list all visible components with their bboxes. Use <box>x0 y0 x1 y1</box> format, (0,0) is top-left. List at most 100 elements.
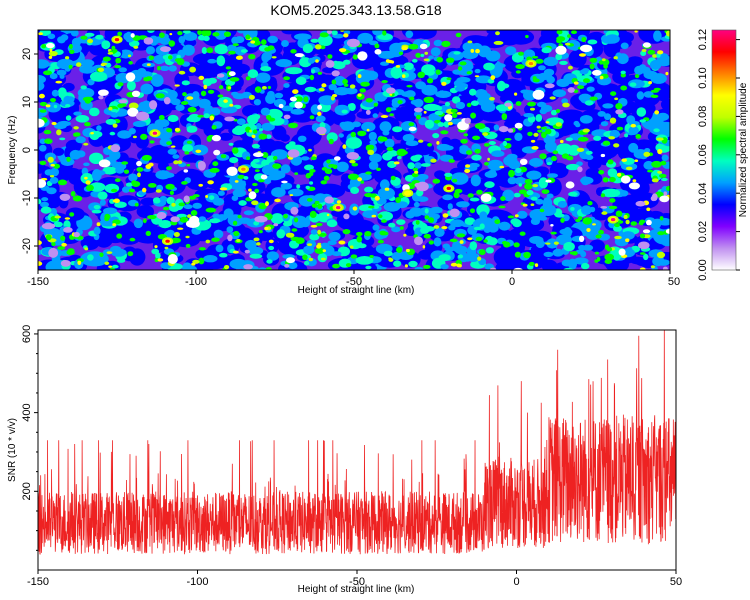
heatmap-cell <box>592 70 602 76</box>
heatmap-cell <box>472 136 480 140</box>
heatmap-cell <box>353 206 358 210</box>
heatmap-cell <box>94 205 101 209</box>
heatmap-cell <box>437 57 444 63</box>
heatmap-cell <box>179 36 186 44</box>
heatmap-cell <box>96 125 101 131</box>
heatmap-cell <box>286 233 295 238</box>
heatmap-cell <box>169 65 177 71</box>
heatmap-cell <box>553 249 564 257</box>
snr-panel: -150 -100 -50 0 50 200400600 Height of strai… <box>7 325 682 595</box>
heatmap-cell <box>182 144 193 152</box>
heatmap-cell <box>150 140 155 143</box>
heatmap-cell <box>228 51 236 55</box>
heatmap-cell <box>118 99 127 103</box>
heatmap-cell <box>311 69 315 73</box>
heatmap-cell <box>271 187 286 197</box>
heatmap-cell <box>391 66 403 78</box>
heatmap-cell <box>615 103 622 109</box>
heatmap-cell <box>133 136 137 139</box>
heatmap-cell <box>574 82 579 85</box>
heatmap-cell <box>203 85 207 89</box>
heatmap-cell <box>357 51 367 60</box>
heatmap-cell <box>577 166 582 172</box>
heatmap-cell <box>427 143 432 147</box>
heatmap-cell <box>469 89 476 96</box>
heatmap-cell <box>414 99 424 108</box>
heatmap-cell <box>529 158 543 167</box>
heatmap-cell <box>626 220 630 225</box>
heatmap-cell <box>455 86 465 92</box>
heatmap-cell <box>414 155 422 159</box>
heatmap-cell <box>475 123 486 129</box>
heatmap-cell <box>357 111 374 119</box>
heatmap-cell <box>216 245 224 253</box>
heatmap-cell <box>598 230 604 235</box>
heatmap-cell <box>298 136 307 142</box>
heatmap-cell <box>605 34 620 43</box>
heatmap-cell <box>172 154 179 159</box>
heatmap-cell <box>657 149 662 154</box>
heatmap-cell <box>511 79 521 89</box>
heatmap-cell <box>574 121 580 126</box>
heatmap-cell <box>536 114 543 122</box>
heatmap-cell <box>601 154 605 157</box>
heatmap-cell <box>275 93 284 99</box>
heatmap-cell <box>341 121 355 131</box>
heatmap-cell <box>60 236 65 241</box>
heatmap-cell <box>470 208 475 213</box>
heatmap-cell <box>430 159 436 163</box>
heatmap-cell <box>369 140 377 145</box>
heatmap-cell <box>309 258 313 261</box>
heatmap-cell <box>581 176 590 185</box>
heatmap-cell <box>41 197 48 201</box>
heatmap-cell <box>405 211 415 219</box>
heatmap-cell <box>220 187 228 190</box>
heatmap-cell <box>142 188 146 193</box>
heatmap-cell <box>563 242 575 251</box>
heatmap-cell <box>367 150 374 155</box>
heatmap-cell <box>546 121 550 123</box>
heatmap-cell <box>586 228 590 232</box>
heatmap-cell <box>539 153 546 159</box>
heatmap-cell <box>163 207 169 211</box>
heatmap-cell <box>328 240 337 245</box>
heatmap-cell <box>156 189 162 193</box>
heatmap-cell <box>384 202 401 212</box>
heatmap-cell <box>439 254 451 261</box>
heatmap-cell <box>147 215 156 219</box>
heatmap-cell <box>477 95 494 106</box>
heatmap-cell <box>656 138 663 141</box>
heatmap-cell <box>184 169 189 172</box>
heatmap-cell <box>81 85 87 89</box>
heatmap-cell <box>339 48 346 52</box>
heatmap-cell <box>607 247 613 251</box>
heatmap-cell <box>393 260 401 267</box>
heatmap-cell <box>486 247 494 253</box>
heatmap-cell <box>315 44 322 49</box>
heatmap-cell <box>312 204 318 208</box>
heatmap-cell <box>585 100 594 105</box>
heatmap-cell <box>221 154 226 158</box>
heatmap-cell <box>405 264 408 267</box>
heatmap-cell <box>488 223 499 232</box>
heatmap-cell <box>174 232 180 237</box>
heatmap-cell <box>550 96 556 99</box>
heatmap-cell <box>364 71 378 81</box>
heatmap-cell <box>213 150 220 156</box>
heatmap-cell <box>60 194 71 201</box>
heatmap-cell <box>168 55 173 59</box>
heatmap-cell <box>402 22 428 39</box>
x-tick-label: 0 <box>513 576 519 588</box>
heatmap-cell <box>440 264 448 269</box>
heatmap-cell <box>310 211 317 218</box>
heatmap-cell <box>261 52 269 62</box>
heatmap-cell <box>319 88 325 92</box>
heatmap-cell <box>99 159 111 167</box>
heatmap-cell <box>527 102 536 107</box>
heatmap-cell <box>424 59 429 62</box>
heatmap-cell <box>445 102 450 107</box>
heatmap-cell <box>353 54 358 59</box>
heatmap-cell <box>598 170 604 175</box>
heatmap-cell <box>366 110 371 115</box>
heatmap-cell <box>368 145 374 150</box>
